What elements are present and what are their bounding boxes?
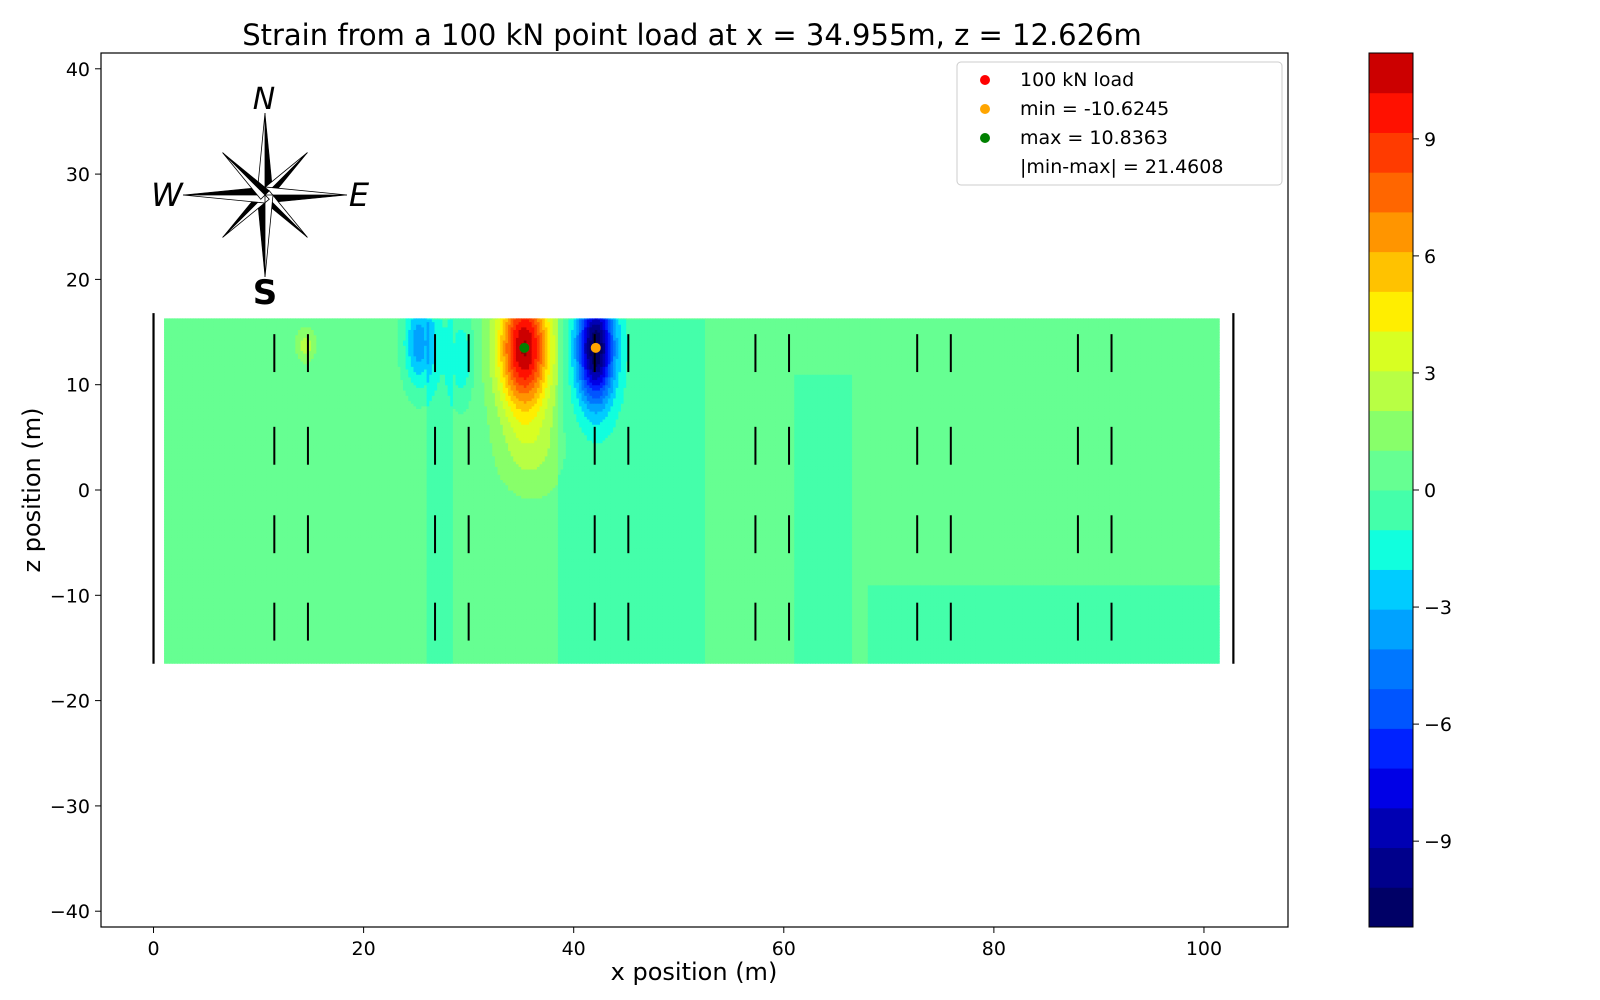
- chart-title: Strain from a 100 kN point load at x = 3…: [242, 18, 1142, 52]
- plot-area: [154, 313, 1234, 664]
- strain-heatmap: [164, 316, 1220, 664]
